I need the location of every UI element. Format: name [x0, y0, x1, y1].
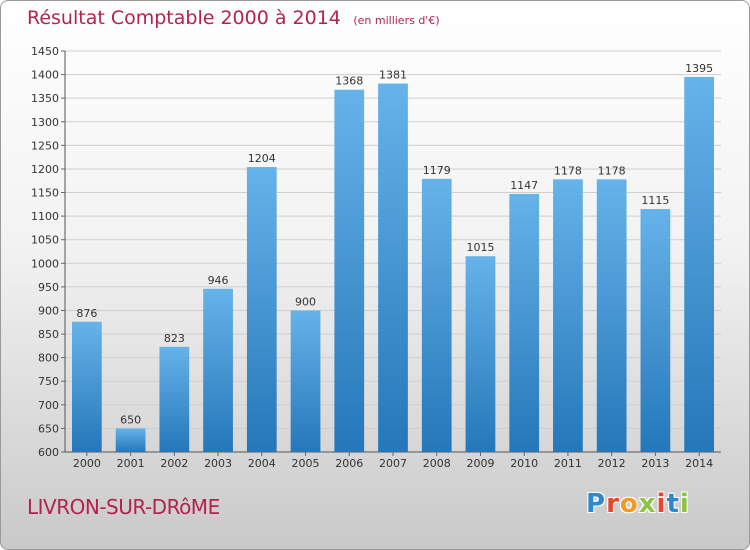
x-tick-label: 2001: [117, 457, 145, 470]
bar-value-label: 823: [164, 332, 185, 345]
x-tick-label: 2012: [598, 457, 626, 470]
y-tick-label: 1000: [31, 257, 59, 270]
y-tick-label: 600: [38, 446, 59, 459]
bar: [290, 310, 321, 452]
bar: [159, 346, 190, 452]
x-tick-label: 2011: [554, 457, 582, 470]
y-tick-label: 1200: [31, 163, 59, 176]
bar: [596, 179, 627, 452]
x-tick-label: 2004: [248, 457, 276, 470]
bar-value-label: 1395: [685, 62, 713, 75]
y-tick-label: 800: [38, 352, 59, 365]
y-tick-label: 1350: [31, 92, 59, 105]
bar-value-label: 1368: [335, 75, 363, 88]
bar-value-label: 946: [208, 274, 229, 287]
bar-value-label: 1115: [641, 194, 669, 207]
x-tick-label: 2013: [641, 457, 669, 470]
logo-letter: i: [656, 489, 667, 519]
bar: [378, 83, 408, 453]
bar-value-label: 900: [295, 295, 316, 308]
bar: [334, 89, 365, 453]
bar: [684, 76, 715, 453]
y-tick-label: 750: [38, 375, 59, 388]
bar-value-label: 1178: [598, 164, 626, 177]
x-tick-label: 2000: [73, 457, 101, 470]
logo-letter: i: [679, 489, 690, 519]
y-tick-label: 1450: [31, 45, 59, 58]
bar-value-label: 1204: [248, 152, 276, 165]
bar-value-label: 1381: [379, 69, 407, 82]
chart-subtitle: (en milliers d'€): [353, 14, 440, 27]
logo-letter: t: [666, 489, 680, 519]
bar-value-label: 1178: [554, 164, 582, 177]
bar-value-label: 876: [76, 307, 97, 320]
bar: [71, 321, 102, 452]
bar: [246, 167, 277, 452]
logo-letter: P: [586, 489, 607, 519]
y-tick-label: 650: [38, 422, 59, 435]
y-tick-label: 950: [38, 281, 59, 294]
bar: [203, 288, 233, 452]
bar-value-label: 1015: [466, 241, 494, 254]
x-tick-label: 2008: [423, 457, 451, 470]
proxiti-logo: Proxiti: [586, 489, 690, 519]
x-tick-label: 2003: [204, 457, 232, 470]
x-tick-label: 2010: [510, 457, 538, 470]
title-row: Résultat Comptable 2000 à 2014 (en milli…: [27, 7, 440, 29]
bar: [553, 179, 583, 452]
logo-letter: o: [619, 489, 639, 519]
bar: [115, 428, 146, 452]
y-tick-label: 1150: [31, 187, 59, 200]
y-tick-label: 1400: [31, 69, 59, 82]
bar-value-label: 1147: [510, 179, 538, 192]
bar: [421, 178, 452, 452]
x-tick-label: 2002: [160, 457, 188, 470]
x-tick-label: 2005: [292, 457, 320, 470]
bar: [465, 256, 496, 452]
y-tick-label: 700: [38, 399, 59, 412]
bar-value-label: 650: [120, 413, 141, 426]
x-tick-label: 2007: [379, 457, 407, 470]
y-tick-label: 1050: [31, 234, 59, 247]
chart-title: Résultat Comptable 2000 à 2014: [27, 7, 341, 29]
bar-value-label: 1179: [423, 164, 451, 177]
logo-letter: x: [638, 489, 657, 519]
y-tick-label: 1300: [31, 116, 59, 129]
x-tick-label: 2014: [685, 457, 713, 470]
y-tick-label: 900: [38, 304, 59, 317]
x-tick-label: 2009: [466, 457, 494, 470]
y-tick-label: 850: [38, 328, 59, 341]
y-tick-label: 1250: [31, 139, 59, 152]
city-name: LIVRON-SUR-DRôME: [27, 495, 220, 519]
bar: [640, 209, 671, 452]
y-tick-label: 1100: [31, 210, 59, 223]
logo-letter: r: [606, 489, 620, 519]
bar: [509, 193, 540, 452]
x-tick-label: 2006: [335, 457, 363, 470]
